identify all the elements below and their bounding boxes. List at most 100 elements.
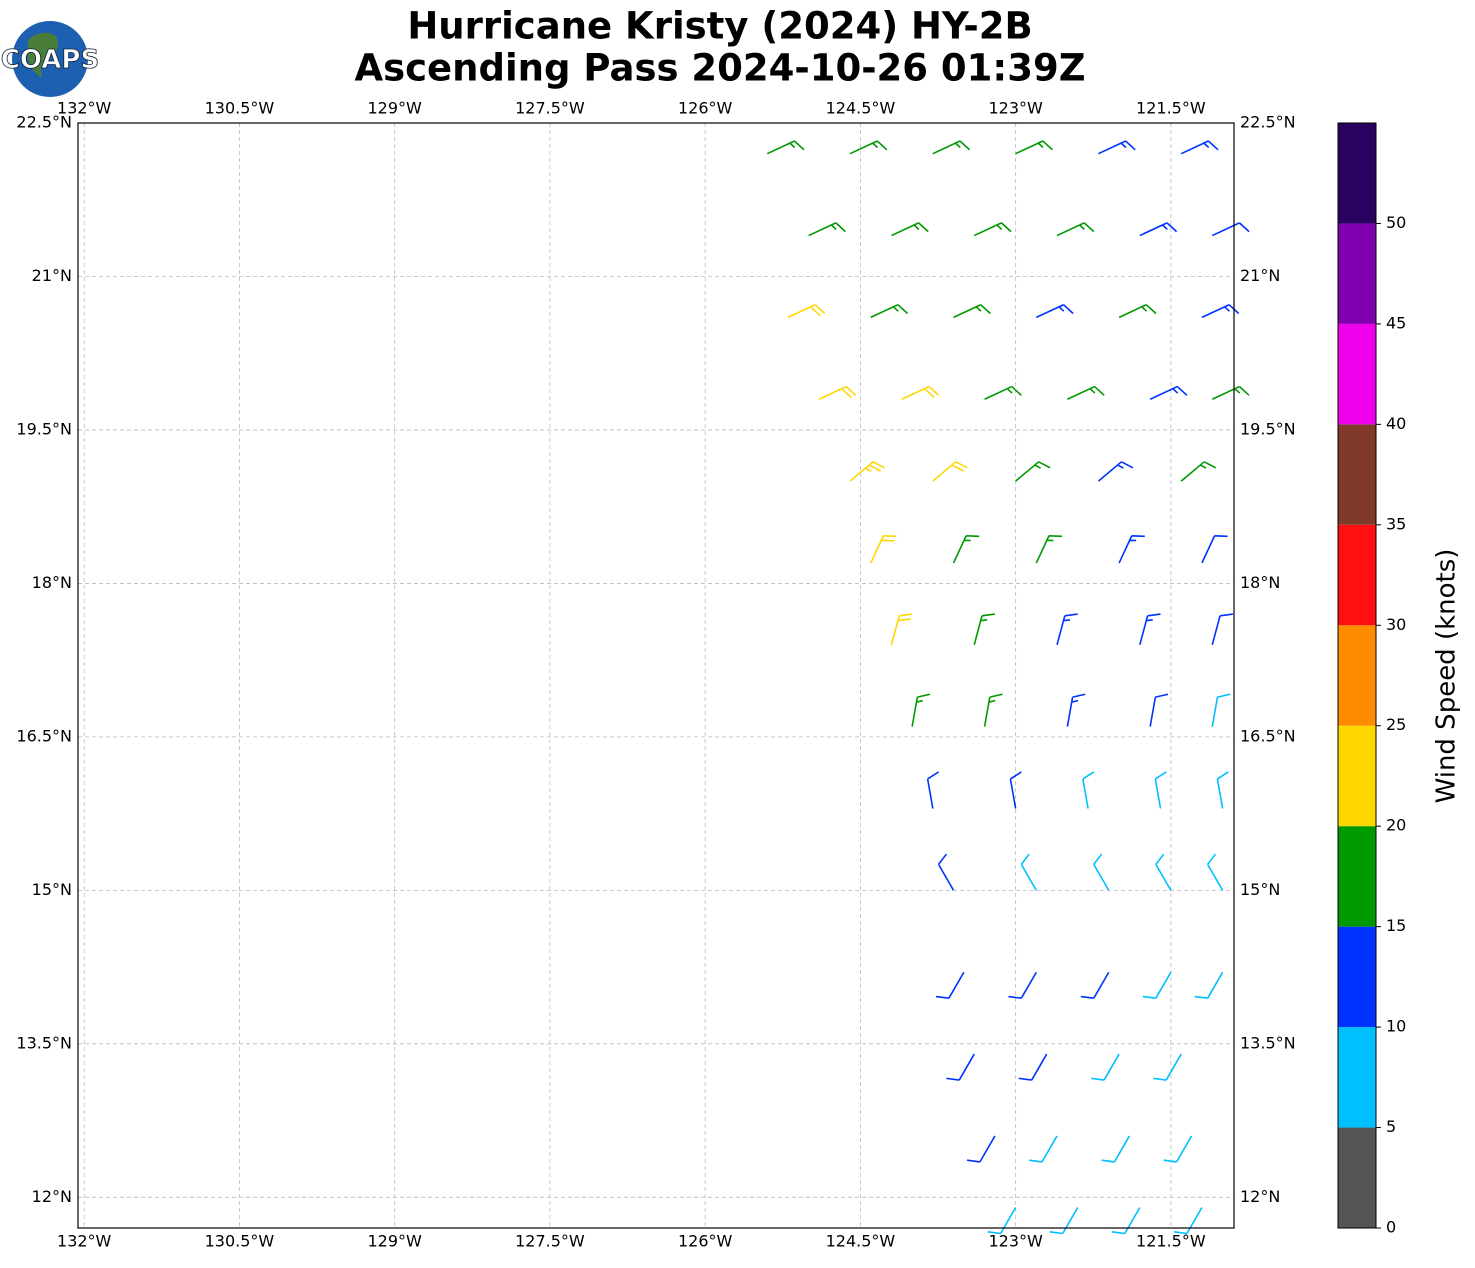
- y-tick-label: 12°N: [1240, 1187, 1280, 1206]
- colorbar-tick-label: 20: [1386, 816, 1406, 835]
- colorbar-segment: [1338, 223, 1376, 324]
- wind-barb: [1163, 1135, 1193, 1163]
- y-tick-label: 22.5°N: [1240, 113, 1296, 132]
- wind-barb: [1080, 971, 1110, 999]
- wind-barb: [1097, 461, 1134, 482]
- x-tick-label: 123°W: [988, 99, 1043, 118]
- wind-barb: [1029, 1135, 1058, 1163]
- wind-barb: [1035, 303, 1074, 319]
- wind-barb: [1015, 140, 1053, 155]
- wind-barb: [1015, 461, 1051, 482]
- y-tick-label: 15°N: [1240, 880, 1280, 899]
- map-frame: [77, 122, 1235, 1229]
- wind-barb: [787, 303, 826, 319]
- wind-barb: [911, 693, 931, 727]
- wind-barb: [891, 222, 929, 237]
- x-tick-label: 132°W: [57, 1232, 112, 1251]
- x-tick-label: 129°W: [368, 99, 423, 118]
- colorbar-tick-label: 45: [1386, 313, 1406, 332]
- wind-barb: [808, 222, 846, 237]
- colorbar: 0 5 10 15 20 25 30 35 40 45 50: [1337, 122, 1406, 1237]
- wind-barb: [1216, 771, 1229, 809]
- x-tick-label: 123°W: [988, 1232, 1043, 1251]
- grid: [78, 122, 1234, 1228]
- wind-barb: [870, 534, 897, 564]
- colorbar-frame: [1337, 122, 1377, 1229]
- wind-barb: [1201, 303, 1240, 319]
- wind-barb: [1111, 1207, 1141, 1235]
- wind-barb: [932, 461, 968, 482]
- wind-barb: [1194, 971, 1224, 999]
- wind-barb: [953, 303, 991, 319]
- wind-barb: [1009, 771, 1022, 809]
- wind-barb: [932, 140, 971, 155]
- wind-barb: [849, 140, 888, 155]
- wind-barb: [1008, 971, 1038, 999]
- colorbar-tick-label: 25: [1386, 715, 1406, 734]
- wind-barb: [973, 613, 995, 646]
- wind-barb: [1082, 771, 1095, 809]
- wind-barb: [987, 1207, 1017, 1235]
- chart-title: Hurricane Kristy (2024) HY-2B: [407, 5, 1032, 48]
- x-tick-label: 130.5°W: [205, 1232, 275, 1251]
- colorbar-segment: [1338, 926, 1376, 1028]
- colorbar-segment: [1338, 625, 1376, 726]
- y-tick-label: 19.5°N: [16, 419, 72, 438]
- y-tick-label: 16.5°N: [1240, 726, 1296, 745]
- wind-barb: [1101, 1135, 1131, 1163]
- colorbar-tick-label: 40: [1386, 414, 1406, 433]
- x-tick-label: 121.5°W: [1136, 1232, 1206, 1251]
- wind-barb: [1180, 140, 1219, 155]
- y-tick-label: 12°N: [32, 1187, 72, 1206]
- wind-barb: [1035, 534, 1063, 564]
- y-tick-label: 16.5°N: [16, 726, 72, 745]
- y-tick-label: 19.5°N: [1240, 419, 1296, 438]
- wind-barb: [1049, 1207, 1079, 1235]
- colorbar-tick-label: 30: [1386, 615, 1406, 634]
- wind-barb: [1139, 613, 1161, 646]
- colorbar-segment: [1338, 725, 1376, 827]
- wind-barb: [937, 853, 955, 891]
- y-tick-label: 18°N: [1240, 573, 1280, 592]
- wind-barb: [818, 385, 857, 400]
- x-tick-label: 127.5°W: [515, 99, 585, 118]
- y-tick-label: 15°N: [32, 880, 72, 899]
- wind-barb: [1211, 222, 1250, 237]
- wind-barb: [984, 385, 1022, 400]
- wind-barb: [1067, 385, 1105, 400]
- wind-barb: [1180, 461, 1217, 482]
- wind-barb: [1098, 140, 1136, 155]
- wind-barb: [1118, 534, 1145, 564]
- wind-barb: [926, 771, 940, 809]
- wind-barb: [1066, 693, 1086, 727]
- colorbar-segment: [1338, 1027, 1376, 1128]
- colorbar-tick-label: 15: [1386, 916, 1406, 935]
- colorbar-segment: [1338, 323, 1376, 425]
- wind-barb: [1056, 222, 1095, 237]
- wind-barb: [983, 693, 1003, 727]
- wind-barb: [901, 385, 940, 400]
- logo: COAPS: [0, 21, 100, 97]
- wind-barb: [1020, 853, 1038, 891]
- wind-barb: [1206, 853, 1224, 891]
- y-tick-label: 18°N: [32, 573, 72, 592]
- logo-land: [28, 32, 58, 78]
- wind-barb: [766, 140, 805, 155]
- x-tick-label: 124.5°W: [826, 1232, 896, 1251]
- wind-barb: [849, 461, 885, 482]
- colorbar-label: Wind Speed (knots): [1432, 549, 1462, 804]
- colorbar-segment: [1338, 826, 1376, 927]
- chart-subtitle: Ascending Pass 2024-10-26 01:39Z: [354, 47, 1085, 90]
- x-tick-label: 124.5°W: [826, 99, 896, 118]
- y-tick-label: 21°N: [32, 266, 72, 285]
- colorbar-segment: [1338, 1127, 1376, 1228]
- wind-barb: [1056, 613, 1078, 646]
- colorbar-tick-label: 5: [1386, 1117, 1396, 1136]
- wind-barb: [1154, 771, 1167, 809]
- colorbar-tick-label: 0: [1386, 1218, 1396, 1237]
- y-tick-label: 13.5°N: [1240, 1033, 1296, 1052]
- colorbar-tick-label: 10: [1386, 1017, 1406, 1036]
- y-tick-label: 13.5°N: [16, 1033, 72, 1052]
- wind-barb: [1173, 1207, 1203, 1235]
